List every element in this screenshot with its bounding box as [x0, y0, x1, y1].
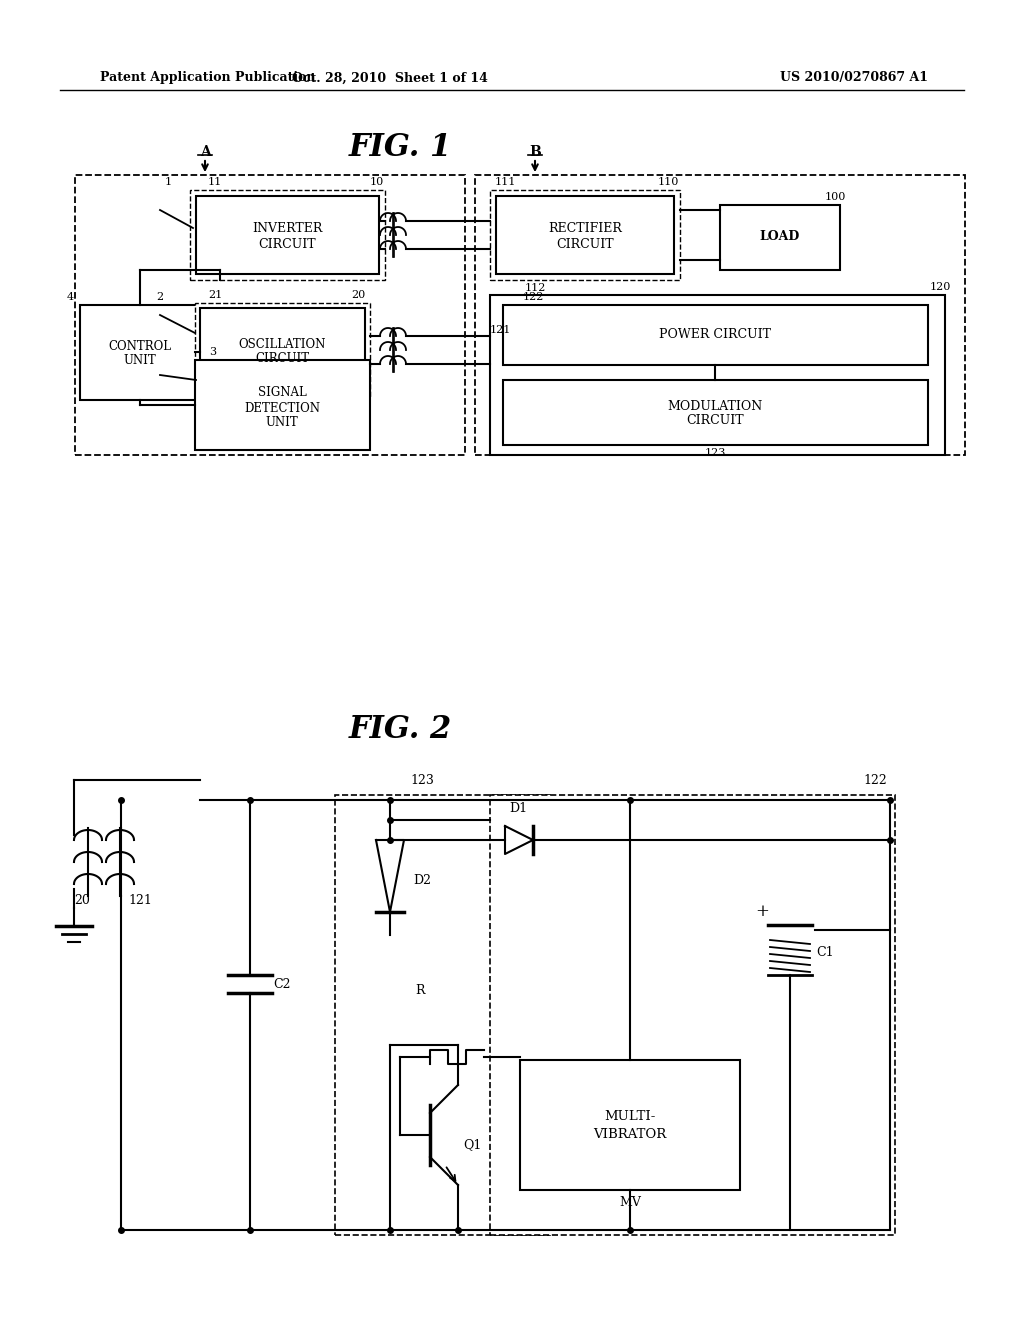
Text: UNIT: UNIT	[124, 355, 157, 367]
Text: D2: D2	[413, 874, 431, 887]
Text: 120: 120	[930, 282, 950, 292]
Bar	[75, 176, 465, 455]
Text: FIG. 2: FIG. 2	[348, 714, 452, 746]
Text: MV: MV	[620, 1196, 641, 1209]
Bar	[335, 795, 550, 1236]
Text: MULTI-: MULTI-	[604, 1110, 655, 1123]
Text: D1: D1	[509, 801, 527, 814]
Text: CONTROL: CONTROL	[109, 339, 171, 352]
Text: 3: 3	[210, 347, 216, 356]
Text: LOAD: LOAD	[760, 231, 800, 243]
Bar	[196, 195, 379, 275]
Text: UNIT: UNIT	[265, 417, 298, 429]
Text: SIGNAL: SIGNAL	[258, 387, 306, 400]
Text: A: A	[200, 145, 210, 158]
Text: B: B	[529, 145, 541, 158]
Bar	[190, 190, 385, 280]
Text: FIG. 1: FIG. 1	[348, 132, 452, 164]
Text: C1: C1	[816, 945, 834, 958]
Bar	[720, 205, 840, 271]
Bar	[520, 1060, 740, 1191]
Text: 123: 123	[705, 447, 726, 458]
Text: Patent Application Publication: Patent Application Publication	[100, 71, 315, 84]
Text: MODULATION: MODULATION	[668, 400, 763, 412]
Bar	[372, 935, 408, 1045]
Text: R: R	[416, 983, 425, 997]
Text: OSCILLATION: OSCILLATION	[239, 338, 326, 351]
Text: Q1: Q1	[463, 1138, 481, 1151]
Text: 11: 11	[208, 177, 222, 187]
Text: DETECTION: DETECTION	[244, 401, 319, 414]
Text: 100: 100	[824, 191, 846, 202]
Text: CIRCUIT: CIRCUIT	[258, 238, 315, 251]
Text: 10: 10	[370, 177, 384, 187]
Text: US 2010/0270867 A1: US 2010/0270867 A1	[780, 71, 928, 84]
Bar	[475, 176, 965, 455]
Bar	[200, 308, 365, 393]
Bar	[490, 190, 680, 280]
Text: RECTIFIER: RECTIFIER	[548, 223, 622, 235]
Bar	[503, 380, 928, 445]
Text: CIRCUIT: CIRCUIT	[686, 414, 743, 428]
Text: VIBRATOR: VIBRATOR	[593, 1129, 667, 1142]
Bar	[80, 305, 200, 400]
Text: 122: 122	[522, 292, 544, 302]
Text: 20: 20	[74, 894, 90, 907]
Text: 4: 4	[67, 292, 74, 302]
Text: POWER CIRCUIT: POWER CIRCUIT	[659, 329, 771, 342]
Text: 2: 2	[157, 292, 164, 302]
Text: +: +	[755, 903, 769, 920]
Bar	[496, 195, 674, 275]
Text: 111: 111	[495, 177, 516, 187]
Text: 112: 112	[524, 282, 546, 293]
Text: 110: 110	[657, 177, 679, 187]
Bar	[490, 795, 895, 1236]
Text: 21: 21	[208, 290, 222, 300]
Bar	[503, 305, 928, 366]
Text: Oct. 28, 2010  Sheet 1 of 14: Oct. 28, 2010 Sheet 1 of 14	[292, 71, 488, 84]
Bar	[490, 294, 945, 455]
Text: INVERTER: INVERTER	[252, 223, 323, 235]
Bar	[195, 360, 370, 450]
Text: CIRCUIT: CIRCUIT	[255, 352, 309, 366]
Text: 121: 121	[128, 894, 152, 907]
Text: CIRCUIT: CIRCUIT	[556, 238, 613, 251]
Text: 20: 20	[351, 290, 366, 300]
Text: 122: 122	[863, 774, 887, 787]
Bar	[195, 304, 370, 399]
Text: 1: 1	[165, 177, 172, 187]
Text: 123: 123	[410, 774, 434, 787]
Text: 121: 121	[490, 325, 511, 335]
Text: C2: C2	[273, 978, 291, 990]
